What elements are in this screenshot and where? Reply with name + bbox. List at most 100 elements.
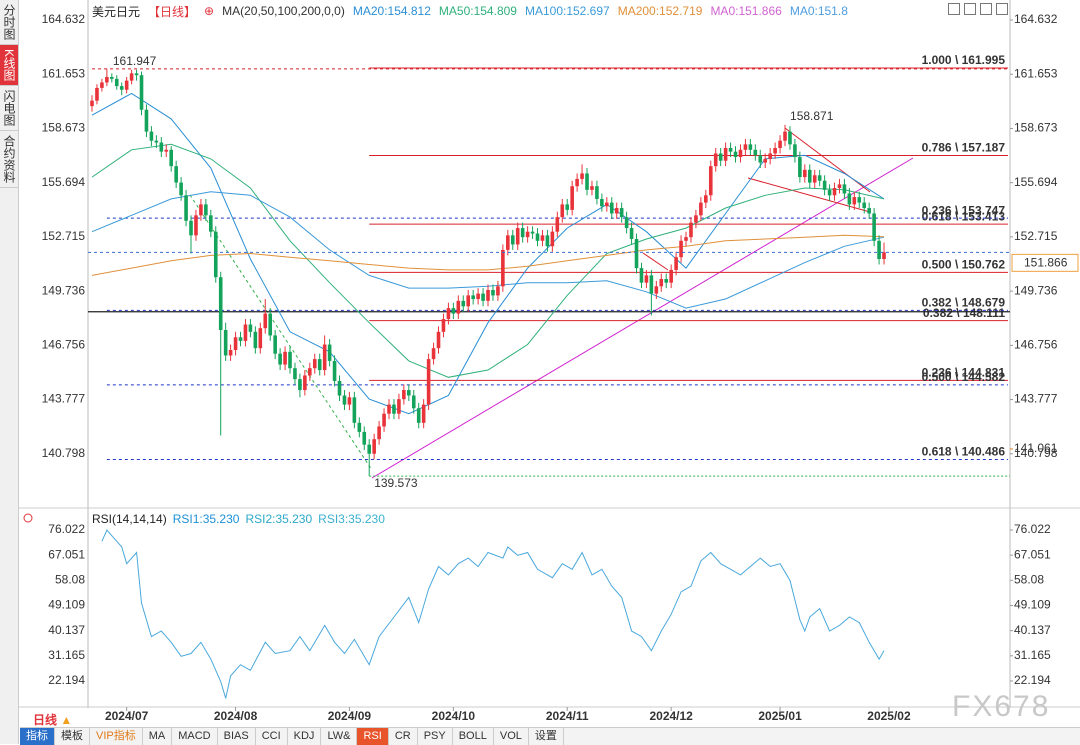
trend-line [642, 252, 669, 271]
period-selector[interactable]: 日线 ▲ [33, 711, 72, 728]
candle-body [718, 153, 723, 161]
candle-body [362, 431, 367, 445]
chart-title: 美元日元 [92, 4, 141, 19]
toolbar-item[interactable]: LW& [321, 728, 358, 745]
candle-body [783, 131, 787, 141]
toolbar-item[interactable]: MACD [172, 728, 218, 745]
candle-body [312, 359, 317, 369]
y-tick-label: 158.673 [42, 121, 86, 135]
toolbar-item[interactable]: PSY [418, 728, 453, 745]
candle-body [857, 197, 862, 203]
candle-body [852, 197, 857, 205]
legend-entry: MA50:154.809 [438, 4, 517, 18]
y-tick-label: 49.109 [1014, 598, 1051, 612]
toolbar-item[interactable]: VOL [494, 728, 529, 745]
candle-body [308, 368, 312, 376]
y-tick-label: 140.798 [1014, 446, 1058, 460]
fib-label: 0.500 \ 144.582 [922, 370, 1006, 384]
y-tick-label: 161.653 [1014, 66, 1058, 80]
candle-body [367, 444, 372, 454]
y-tick-label: 49.109 [48, 598, 85, 612]
y-tick-label: 146.756 [42, 338, 86, 352]
candle-body [213, 231, 218, 278]
candle-body [228, 350, 233, 356]
candle-body [535, 233, 540, 241]
candle-body [233, 337, 238, 351]
y-tick-label: 140.798 [42, 446, 86, 460]
candle-body [763, 158, 768, 163]
toolbar-item[interactable]: RSI [357, 728, 389, 745]
candle-body [124, 80, 129, 90]
toolbar-item[interactable]: BIAS [218, 728, 256, 745]
toolbar-item[interactable]: 设置 [529, 728, 564, 745]
candle-body [817, 175, 822, 181]
add-icon[interactable]: ⊕ [204, 4, 215, 18]
watermark: FX678 [952, 690, 1051, 723]
high-label: 161.947 [113, 54, 157, 68]
candle-body [258, 328, 263, 349]
toolbar-item[interactable]: CR [389, 728, 418, 745]
candle-body [426, 359, 431, 405]
icon[interactable] [980, 3, 992, 15]
candle-body [629, 228, 634, 239]
y-tick-label: 31.165 [48, 648, 85, 662]
y-tick-label: 31.165 [1014, 648, 1051, 662]
toolbar: 指标 模板 VIP指标 MA MACD BIAS CCI KDJ LW& RSI CR PSY BOLL… [20, 727, 1080, 745]
toolbar-item[interactable]: 指标 [20, 728, 55, 745]
candle-body [565, 204, 570, 210]
candle-body [298, 379, 302, 391]
candle-body [520, 228, 525, 238]
tab[interactable]: 分时图 [0, 0, 18, 45]
candle-body [273, 335, 277, 354]
candle-body [555, 217, 560, 232]
toolbar-item[interactable]: KDJ [288, 728, 322, 745]
candle-body [169, 149, 174, 167]
candle-body [476, 293, 480, 300]
candle-body [575, 178, 579, 187]
candle-body [184, 195, 188, 221]
rsi-header: RSI(14,14,14) RSI1:35.230 RSI2:35.230 RSI3… [92, 511, 385, 527]
candle-body [882, 252, 886, 260]
y-tick-label: 58.08 [1014, 572, 1044, 586]
toolbar-item[interactable]: MA [143, 728, 173, 745]
y-tick-label: 40.137 [1014, 623, 1051, 637]
x-tick-label: 2025/01 [758, 709, 802, 723]
toolbar-item[interactable]: 模板 [55, 728, 90, 745]
ma-line [91, 92, 885, 415]
candle-body [387, 404, 391, 414]
tab[interactable]: 闪电图 [0, 86, 18, 132]
candle-body [713, 153, 718, 167]
candle-body [530, 231, 535, 234]
toolbar-item[interactable]: VIP指标 [90, 728, 143, 745]
fib-label: 0.236 \ 144.831 [922, 366, 1006, 380]
candle-body [90, 100, 94, 107]
tab[interactable]: 合约资料 [0, 131, 18, 189]
candle-body [149, 131, 154, 141]
high-label: 158.871 [790, 109, 834, 123]
candle-body [322, 344, 327, 371]
candle-body [580, 173, 584, 179]
icon[interactable] [948, 3, 960, 15]
candle-body [129, 73, 134, 81]
candle-body [600, 198, 604, 207]
tab[interactable]: K线图 [0, 45, 18, 87]
ma-label[interactable]: MA(20,50,100,200,0,0) [222, 4, 345, 18]
toolbar-item[interactable]: BOLL [453, 728, 494, 745]
chart-header: 美元日元 【日线】 ⊕ MA(20,50,100,200,0,0) MA20:1… [92, 2, 848, 20]
icon[interactable] [996, 3, 1008, 15]
candle-body [803, 169, 807, 178]
sidebar: 分时图 K线图 闪电图 合约资料 [0, 0, 19, 744]
period[interactable]: 【日线】 [148, 4, 197, 19]
candle-body [179, 182, 183, 196]
candle-body [431, 348, 436, 360]
toolbar-item[interactable]: CCI [256, 728, 288, 745]
icon[interactable] [964, 3, 976, 15]
trend-line [189, 194, 373, 471]
candle-body [778, 140, 782, 148]
candle-body [609, 202, 614, 214]
candle-body [194, 215, 198, 236]
candle-body [595, 186, 599, 199]
candle-body [614, 208, 619, 214]
y-tick-label: 155.694 [1014, 175, 1058, 189]
